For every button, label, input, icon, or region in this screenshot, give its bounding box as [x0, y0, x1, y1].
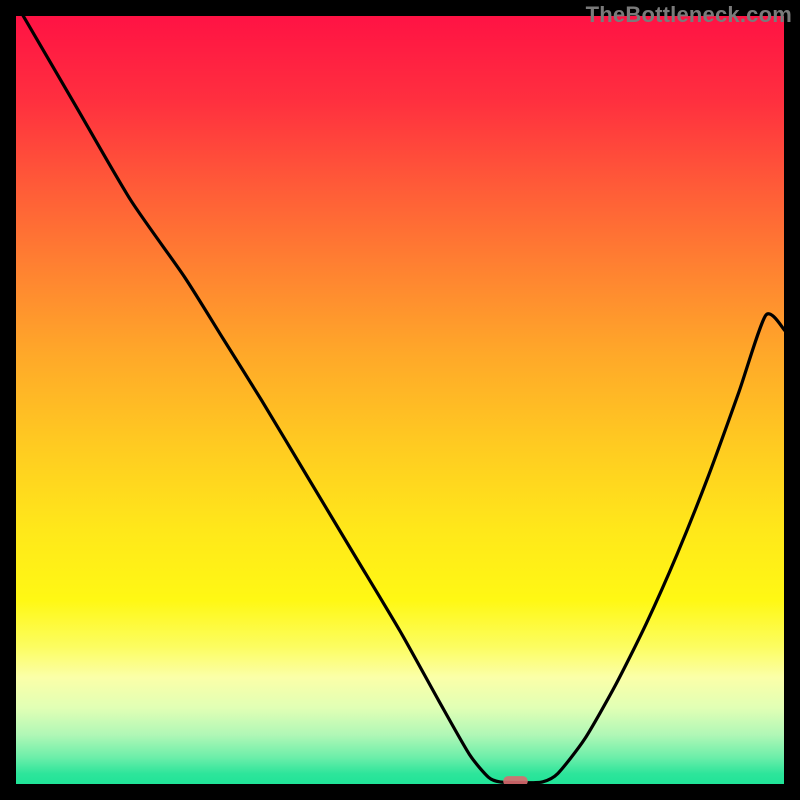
watermark-text: TheBottleneck.com: [586, 2, 792, 28]
gradient-background: [15, 15, 785, 785]
chart-svg: [0, 0, 800, 800]
bottleneck-chart: TheBottleneck.com: [0, 0, 800, 800]
